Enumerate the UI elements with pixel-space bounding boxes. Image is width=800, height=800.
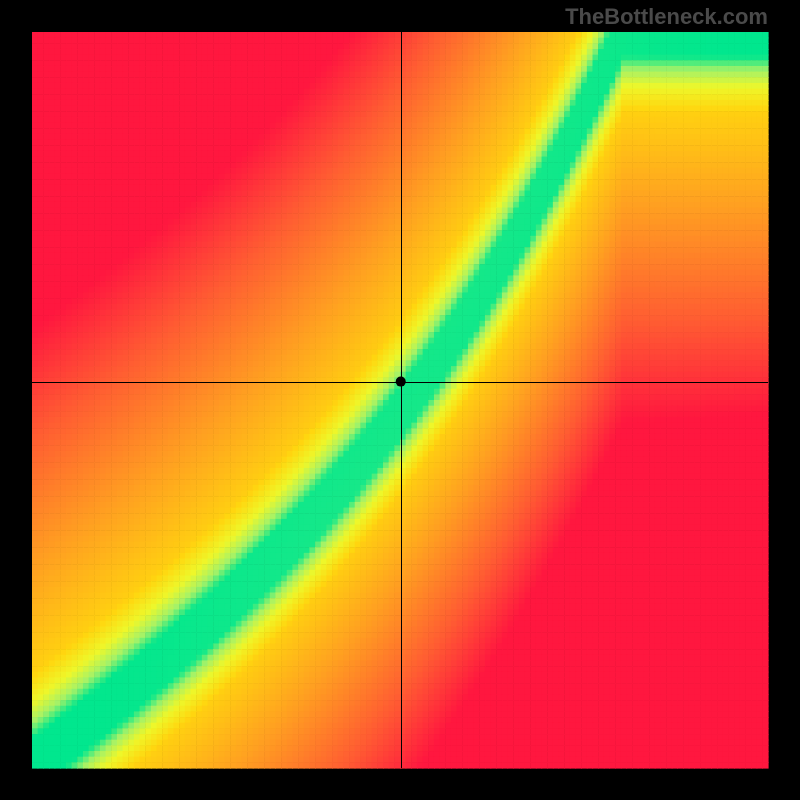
chart-container: TheBottleneck.com	[0, 0, 800, 800]
bottleneck-heatmap-canvas	[0, 0, 800, 800]
watermark-text: TheBottleneck.com	[565, 4, 768, 30]
